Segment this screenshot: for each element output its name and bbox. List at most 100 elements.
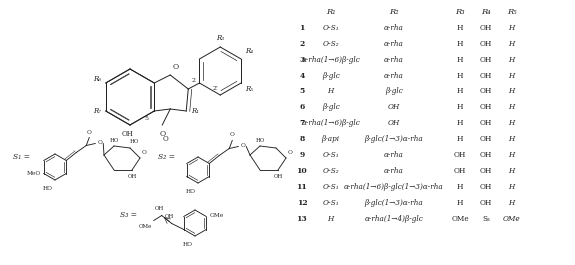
Text: α-rha: α-rha — [384, 56, 404, 64]
Text: β-glc: β-glc — [385, 87, 402, 95]
Text: H: H — [457, 56, 463, 64]
Text: O: O — [172, 63, 178, 71]
Text: OH: OH — [480, 56, 492, 64]
Text: HO: HO — [183, 242, 193, 247]
Text: R₃: R₃ — [455, 8, 465, 16]
Text: R₄: R₄ — [481, 8, 490, 16]
Text: 1: 1 — [299, 24, 305, 32]
Text: OH: OH — [388, 103, 400, 111]
Text: 2: 2 — [191, 78, 196, 83]
Text: O: O — [87, 130, 91, 135]
Text: OMe: OMe — [451, 215, 469, 223]
Text: O-S₁: O-S₁ — [323, 24, 339, 32]
Text: OH: OH — [165, 214, 174, 219]
Text: α-rha(1→6)β-glc: α-rha(1→6)β-glc — [301, 56, 360, 64]
Text: O: O — [288, 151, 293, 156]
Text: OH: OH — [480, 135, 492, 143]
Text: O: O — [230, 132, 235, 138]
Text: HO: HO — [43, 186, 53, 191]
Text: 2': 2' — [213, 86, 218, 91]
Text: OH: OH — [480, 183, 492, 191]
Text: OH: OH — [480, 151, 492, 159]
Text: α-rha(1→6)β-glc: α-rha(1→6)β-glc — [301, 119, 360, 127]
Text: 13: 13 — [297, 215, 307, 223]
Text: R₇: R₇ — [93, 107, 101, 115]
Text: R₄: R₄ — [245, 47, 253, 55]
Text: R₃: R₃ — [216, 34, 224, 42]
Text: HO: HO — [109, 138, 118, 143]
Text: 11: 11 — [297, 183, 307, 191]
Text: α-rha(1→4)β-glc: α-rha(1→4)β-glc — [365, 215, 423, 223]
Text: OH: OH — [480, 24, 492, 32]
Text: 3: 3 — [299, 56, 305, 64]
Text: 5: 5 — [144, 116, 148, 121]
Text: H: H — [457, 40, 463, 48]
Text: OMe: OMe — [209, 213, 224, 218]
Text: 8: 8 — [299, 135, 305, 143]
Text: 7: 7 — [299, 119, 305, 127]
Text: OH: OH — [480, 119, 492, 127]
Text: OMe: OMe — [503, 215, 520, 223]
Text: OH: OH — [388, 119, 400, 127]
Text: 5: 5 — [299, 87, 305, 95]
Text: H: H — [508, 151, 515, 159]
Text: OH: OH — [480, 199, 492, 207]
Text: H: H — [508, 135, 515, 143]
Text: α-rha: α-rha — [384, 40, 404, 48]
Text: H: H — [457, 87, 463, 95]
Text: H: H — [457, 119, 463, 127]
Text: H: H — [508, 119, 515, 127]
Text: S₂ =: S₂ = — [158, 153, 175, 161]
Text: R₅: R₅ — [507, 8, 516, 16]
Text: H: H — [457, 24, 463, 32]
Text: β-glc: β-glc — [322, 72, 339, 80]
Text: OH: OH — [480, 103, 492, 111]
Text: O: O — [159, 130, 165, 138]
Text: R₁: R₁ — [191, 107, 200, 115]
Text: HO: HO — [186, 189, 196, 194]
Text: O-S₁: O-S₁ — [323, 183, 339, 191]
Text: 6: 6 — [299, 103, 305, 111]
Text: H: H — [508, 103, 515, 111]
Text: 9: 9 — [299, 151, 305, 159]
Text: O: O — [162, 135, 168, 143]
Text: HO: HO — [255, 138, 264, 143]
Text: H: H — [508, 167, 515, 175]
Text: H: H — [327, 87, 334, 95]
Text: H: H — [508, 183, 515, 191]
Text: R₁: R₁ — [326, 8, 335, 16]
Text: H: H — [508, 24, 515, 32]
Text: OMe: OMe — [139, 224, 152, 229]
Text: α-rha: α-rha — [384, 24, 404, 32]
Text: β-glc(1→3)α-rha: β-glc(1→3)α-rha — [365, 199, 423, 207]
Text: H: H — [508, 56, 515, 64]
Text: OH: OH — [480, 167, 492, 175]
Text: α-rha: α-rha — [384, 151, 404, 159]
Text: O-S₁: O-S₁ — [323, 199, 339, 207]
Text: R₆: R₆ — [93, 75, 101, 83]
Text: OH: OH — [480, 40, 492, 48]
Text: O: O — [240, 143, 245, 148]
Text: H: H — [457, 72, 463, 80]
Text: O-S₁: O-S₁ — [323, 151, 339, 159]
Text: β-api: β-api — [321, 135, 340, 143]
Text: O-S₂: O-S₂ — [323, 167, 339, 175]
Text: β-glc: β-glc — [322, 103, 339, 111]
Text: H: H — [457, 183, 463, 191]
Text: α-rha: α-rha — [384, 167, 404, 175]
Text: H: H — [327, 215, 334, 223]
Text: H: H — [457, 103, 463, 111]
Text: OH: OH — [480, 87, 492, 95]
Text: S₃: S₃ — [482, 215, 490, 223]
Text: S₁ =: S₁ = — [13, 153, 30, 161]
Text: H: H — [508, 87, 515, 95]
Text: O: O — [97, 140, 102, 145]
Text: OH: OH — [273, 174, 283, 179]
Text: HO: HO — [130, 139, 139, 144]
Text: H: H — [508, 40, 515, 48]
Text: 10: 10 — [297, 167, 307, 175]
Text: R₅: R₅ — [245, 85, 253, 93]
Text: H: H — [457, 135, 463, 143]
Text: S₃ =: S₃ = — [120, 211, 137, 219]
Text: R₂: R₂ — [389, 8, 398, 16]
